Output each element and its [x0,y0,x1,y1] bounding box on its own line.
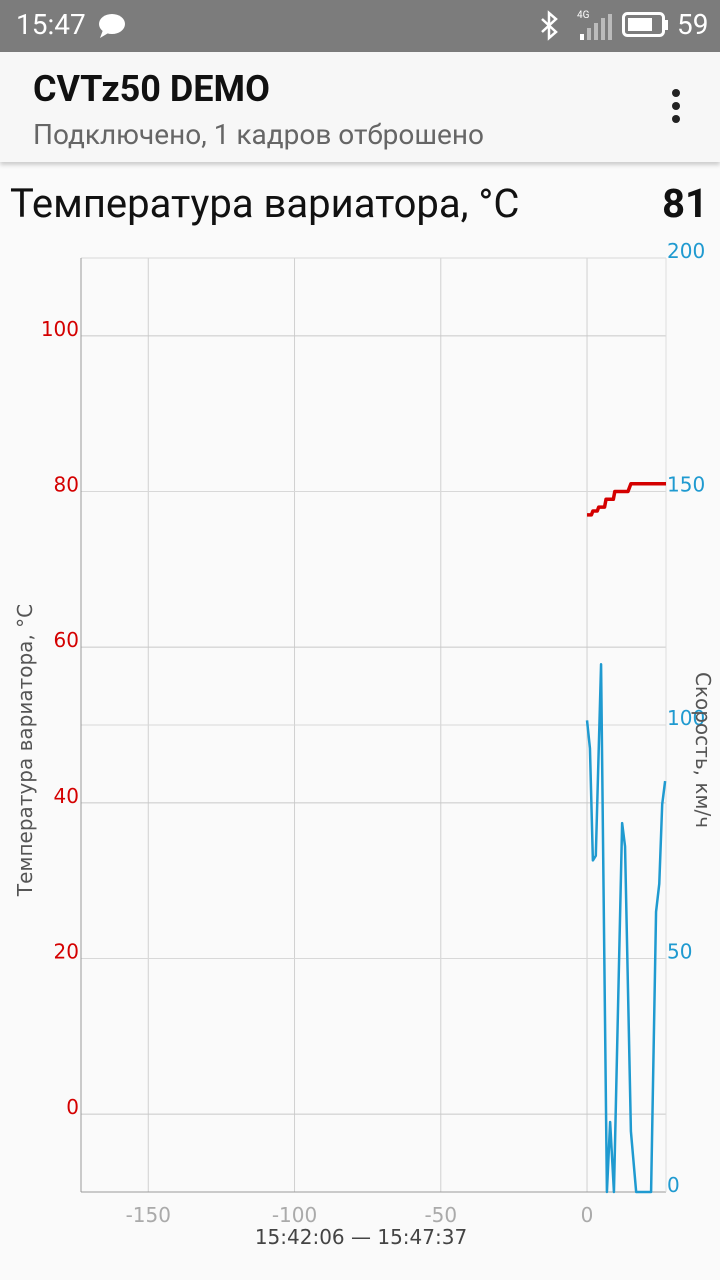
y-tick-label: 80 [54,473,79,497]
x-tick-label: -100 [272,1203,317,1227]
signal-icon [580,14,612,40]
y2-tick-label: 50 [667,940,692,964]
metric-label: Температура вариатора, °C [10,180,520,227]
menu-button[interactable] [664,88,688,128]
y-tick-label: 100 [41,317,79,341]
battery-level: 59 [677,8,709,41]
y2-tick-label: 200 [667,239,705,263]
status-bar: 15:47 4G 59 [0,0,720,52]
y2-tick-label: 0 [667,1173,680,1197]
app-bar: CVTz50 DEMO Подключено, 1 кадров отброше… [0,52,720,162]
battery-icon [622,12,668,37]
network-type: 4G [577,10,590,21]
x-axis-title: 15:42:06 — 15:47:37 [255,1225,467,1249]
y-tick-label: 20 [54,940,79,964]
app-subtitle: Подключено, 1 кадров отброшено [33,118,484,151]
y2-tick-label: 100 [667,706,705,730]
series-line [587,481,666,517]
bluetooth-icon [541,10,558,41]
metric-value: 81 [662,180,708,227]
x-tick-label: -150 [126,1203,171,1227]
y-tick-label: 60 [54,628,79,652]
x-tick-label: -50 [424,1203,457,1227]
series-line [585,663,667,1194]
clock: 15:47 [16,8,86,41]
app-title: CVTz50 DEMO [33,68,270,110]
y-tick-label: 0 [66,1095,79,1119]
message-icon [99,14,125,38]
x-tick-label: 0 [581,1203,594,1227]
y-axis-title: Температура вариатора, °C [13,604,37,897]
y2-tick-label: 150 [667,473,705,497]
y2-axis-title: Скорость, км/ч [691,672,715,828]
y-tick-label: 40 [54,784,79,808]
